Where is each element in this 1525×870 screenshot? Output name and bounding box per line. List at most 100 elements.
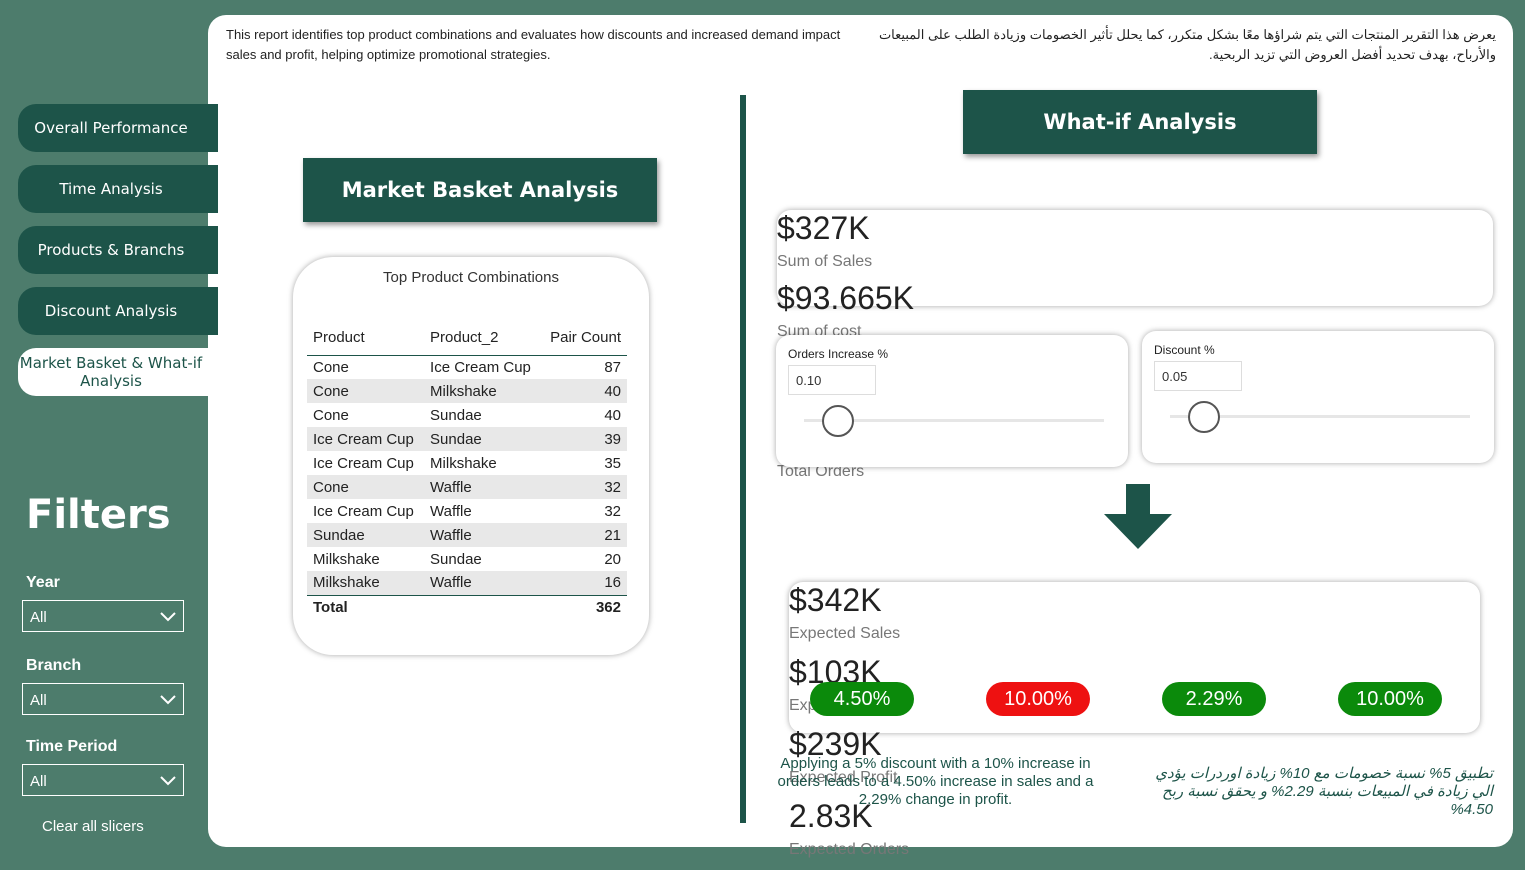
change-badge: 2.29% bbox=[1162, 682, 1266, 716]
column-header: Product bbox=[313, 329, 365, 347]
slicer-value: All bbox=[30, 609, 47, 626]
table-cell: Waffle bbox=[430, 526, 472, 544]
total-row: Total 362 bbox=[307, 595, 627, 619]
table-cell: 40 bbox=[604, 406, 621, 424]
kpi-value: $93.665K bbox=[777, 280, 915, 316]
table-cell: 21 bbox=[604, 526, 621, 544]
chevron bbox=[160, 695, 176, 705]
expected-value: $342K bbox=[789, 582, 882, 618]
table-cell: Sundae bbox=[430, 406, 482, 424]
total-value: 362 bbox=[595, 598, 621, 616]
table-cell: Sundae bbox=[430, 430, 482, 448]
note-ar: تطبيق 5% نسبة خصومات مع 10% زيادة اوردرا… bbox=[1155, 765, 1493, 818]
nav-button[interactable]: Market Basket & What-if Analysis bbox=[18, 348, 218, 396]
table-row: Ice Cream Cup Sundae 39 bbox=[307, 427, 627, 451]
divider bbox=[740, 95, 746, 823]
table-cell: 20 bbox=[604, 550, 621, 568]
slicer-dropdown[interactable]: All bbox=[22, 600, 184, 632]
expected-card: $239K Expected Profit bbox=[789, 726, 1480, 798]
what-if-title: What-if Analysis bbox=[963, 90, 1317, 154]
table-cell: 40 bbox=[604, 382, 621, 400]
table-row: Milkshake Sundae 20 bbox=[307, 547, 627, 571]
kpi-value: $327K bbox=[777, 210, 870, 246]
table-cell: Sundae bbox=[313, 526, 365, 544]
table-cell: Milkshake bbox=[430, 454, 497, 472]
slider-track bbox=[1170, 415, 1470, 418]
column-header: Pair Count bbox=[550, 329, 621, 347]
slider-label: Discount % bbox=[1154, 343, 1215, 357]
change-badge: 10.00% bbox=[986, 682, 1090, 716]
table-cell: Ice Cream Cup bbox=[313, 430, 414, 448]
table-row: Cone Ice Cream Cup 87 bbox=[307, 355, 627, 379]
table-cell: Cone bbox=[313, 382, 349, 400]
table-cell: Cone bbox=[313, 478, 349, 496]
nav-button[interactable]: Discount Analysis bbox=[18, 287, 218, 335]
slicer-value: All bbox=[30, 773, 47, 790]
slider-label: Orders Increase % bbox=[788, 347, 889, 361]
table-title: Top Product Combinations bbox=[383, 269, 559, 286]
nav-button[interactable]: Overall Performance bbox=[18, 104, 218, 152]
slider-value: 0.10 bbox=[788, 365, 876, 395]
slider-thumb[interactable] bbox=[822, 405, 854, 437]
table-row: Sundae Waffle 21 bbox=[307, 523, 627, 547]
expected-card: 2.83K Expected Orders bbox=[789, 798, 1480, 870]
slicer-dropdown[interactable]: All bbox=[22, 764, 184, 796]
slicer-dropdown[interactable]: All bbox=[22, 683, 184, 715]
expected-value: $239K bbox=[789, 726, 882, 762]
table-cell: Sundae bbox=[430, 550, 482, 568]
expected-value: 2.83K bbox=[789, 798, 873, 834]
table-cell: Cone bbox=[313, 406, 349, 424]
slicer-value: All bbox=[30, 692, 47, 709]
slicer-label: Time Period bbox=[26, 738, 118, 755]
table-row: Cone Sundae 40 bbox=[307, 403, 627, 427]
table-row: Milkshake Waffle 16 bbox=[307, 571, 627, 595]
arrow bbox=[1104, 484, 1172, 549]
slicer-label: Year bbox=[26, 574, 60, 591]
intro-en: This report identifies top product combi… bbox=[226, 27, 841, 62]
slider-thumb[interactable] bbox=[1188, 401, 1220, 433]
chevron bbox=[160, 612, 176, 622]
filters-title: Filters bbox=[26, 492, 171, 538]
slider-card[interactable]: Discount % 0.05 bbox=[1142, 331, 1494, 463]
total-spacer bbox=[424, 595, 541, 619]
table-row: Cone Milkshake 40 bbox=[307, 379, 627, 403]
table-cell: Milkshake bbox=[313, 550, 380, 568]
table: Product Product_2 Pair Count Cone Ice Cream … bbox=[307, 315, 627, 619]
expected-label: Expected Profit bbox=[789, 769, 898, 786]
table-cell: 32 bbox=[604, 502, 621, 520]
column-header: Product_2 bbox=[430, 329, 499, 347]
nav-button[interactable]: Products & Branchs bbox=[18, 226, 218, 274]
kpi-card: $327K Sum of Sales bbox=[777, 210, 1493, 280]
note-en: Applying a 5% discount with a 10% increa… bbox=[777, 755, 1094, 808]
clear-slicers[interactable]: Clear all slicers bbox=[42, 818, 144, 835]
expected-label: Expected Orders bbox=[789, 841, 910, 858]
table-cell: Cone bbox=[313, 358, 349, 376]
expected-label: Expected Sales bbox=[789, 625, 901, 642]
nav-button[interactable]: Time Analysis bbox=[18, 165, 218, 213]
table-cell: Waffle bbox=[430, 478, 472, 496]
table-cell: Ice Cream Cup bbox=[430, 358, 531, 376]
kpi-label: Sum of Sales bbox=[777, 253, 873, 270]
chevron bbox=[160, 776, 176, 786]
table-cell: 16 bbox=[604, 574, 621, 592]
table-cell: Milkshake bbox=[313, 574, 380, 592]
table-cell: 35 bbox=[604, 454, 621, 472]
slicer-label: Branch bbox=[26, 657, 82, 674]
table-cell: 32 bbox=[604, 478, 621, 496]
slider-card[interactable]: Orders Increase % 0.10 bbox=[776, 335, 1128, 467]
table-cell: 39 bbox=[604, 430, 621, 448]
market-basket-title: Market Basket Analysis bbox=[303, 158, 657, 222]
table-cell: Milkshake bbox=[430, 382, 497, 400]
total-label: Total bbox=[313, 598, 348, 616]
table-card: Top Product Combinations Product Product_… bbox=[293, 257, 649, 655]
table-cell: Waffle bbox=[430, 502, 472, 520]
table-cell: Waffle bbox=[430, 574, 472, 592]
expected-card: $342K Expected Sales bbox=[789, 582, 1480, 654]
kpi-label: Total Orders bbox=[777, 463, 865, 480]
table-cell: Ice Cream Cup bbox=[313, 502, 414, 520]
change-badge: 4.50% bbox=[810, 682, 914, 716]
table-row: Ice Cream Cup Milkshake 35 bbox=[307, 451, 627, 475]
table-row: Ice Cream Cup Waffle 32 bbox=[307, 499, 627, 523]
